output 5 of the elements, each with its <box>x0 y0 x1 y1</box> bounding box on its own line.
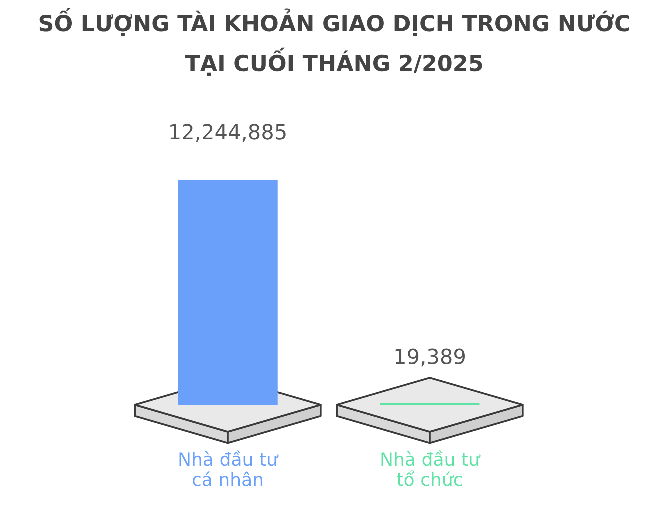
chart-title: SỐ LƯỢNG TÀI KHOẢN GIAO DỊCH TRONG NƯỚC TẠI CUỐI THÁNG 2/2025 <box>40 8 630 76</box>
data-label: 12,244,885 <box>170 124 286 142</box>
x-tick-label: Nhà đầu tư cá nhân <box>180 450 279 486</box>
data-label: 19,389 <box>396 348 465 367</box>
x-tick-label: Nhà đầu tư tổ chức <box>382 450 481 486</box>
